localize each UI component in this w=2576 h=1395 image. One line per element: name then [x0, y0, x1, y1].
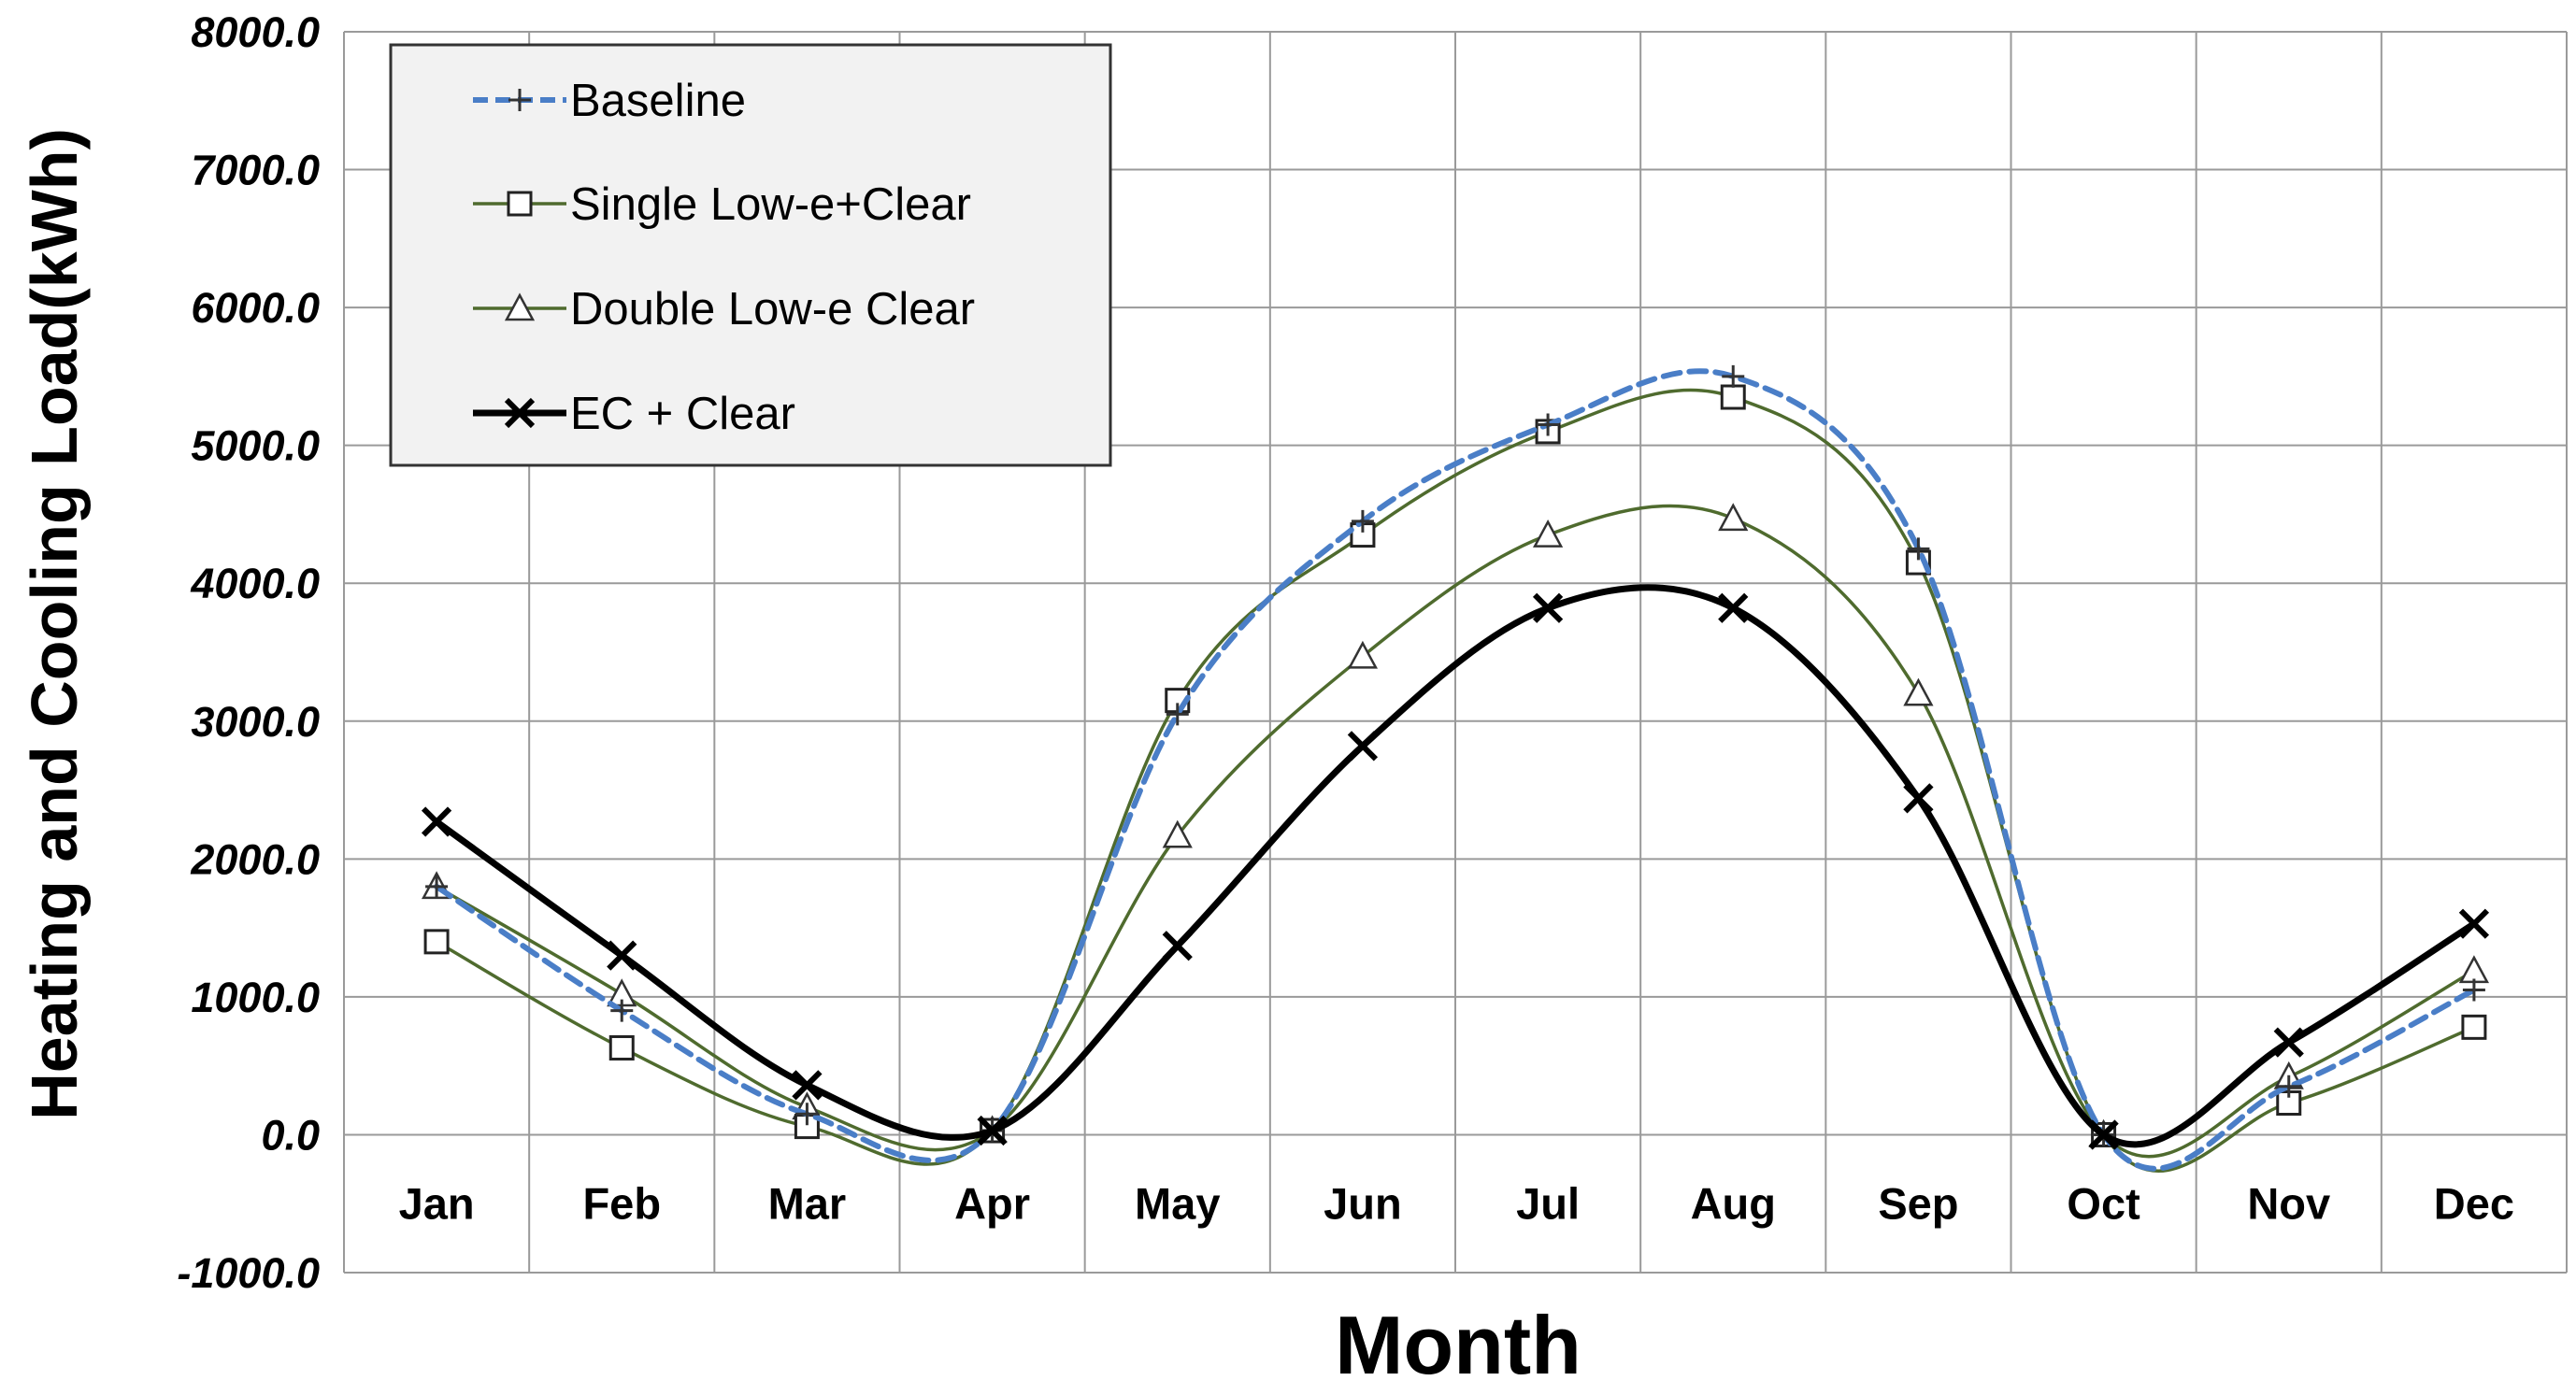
- data-point: [1718, 592, 1749, 623]
- y-tick-label: 1000.0: [191, 974, 320, 1021]
- x-tick-label: Oct: [2067, 1178, 2140, 1228]
- legend-label: Baseline: [570, 76, 746, 126]
- data-point: [1907, 537, 1930, 561]
- x-tick-labels: Jan Feb Mar Apr May Jun Jul Aug Sep Oct Nov Dec: [399, 1178, 2514, 1228]
- data-point: [2461, 1014, 2487, 1040]
- data-point: [1532, 519, 1564, 548]
- data-point: [2458, 908, 2490, 939]
- series-ec-clear: [421, 584, 2490, 1150]
- data-point: [608, 1034, 635, 1060]
- data-point: [1720, 384, 1746, 410]
- x-tick-label: Apr: [954, 1178, 1030, 1228]
- legend-marker: [504, 397, 536, 429]
- data-point: [2462, 978, 2485, 1002]
- x-tick-label: Feb: [582, 1178, 661, 1228]
- data-point: [1162, 819, 1193, 848]
- data-point: [792, 1070, 823, 1101]
- y-tick-label: 6000.0: [191, 284, 320, 332]
- data-point: [2088, 1119, 2119, 1150]
- data-point: [423, 929, 450, 955]
- x-tick-label: Aug: [1691, 1178, 1776, 1228]
- data-point: [2277, 1075, 2300, 1098]
- y-axis-title: Heating and Cooling Load(kWh): [18, 128, 91, 1120]
- data-point: [1718, 503, 1749, 532]
- legend-marker: [507, 191, 533, 217]
- y-tick-label: 3000.0: [191, 698, 320, 746]
- data-point: [2273, 1027, 2304, 1058]
- data-point: [1350, 522, 1376, 548]
- x-tick-label: Nov: [2247, 1178, 2330, 1228]
- data-point: [421, 806, 452, 837]
- legend-box: [389, 43, 1112, 467]
- data-point: [607, 940, 637, 971]
- x-tick-label: Sep: [1878, 1178, 1958, 1228]
- data-point: [1903, 677, 1934, 706]
- x-axis-title: Month: [1335, 1299, 1581, 1390]
- x-tick-label: Jul: [1516, 1178, 1580, 1228]
- data-point: [1347, 731, 1379, 762]
- legend-marker: [504, 292, 536, 321]
- data-point: [1351, 509, 1374, 533]
- legend-label: Double Low-e Clear: [570, 284, 975, 335]
- data-point: [1903, 783, 1934, 814]
- y-tick-label: 0.0: [261, 1111, 320, 1159]
- y-tick-label: 8000.0: [191, 8, 320, 56]
- data-point: [1166, 703, 1189, 726]
- data-point: [610, 999, 634, 1022]
- y-tick-label: 2000.0: [190, 835, 320, 883]
- data-point: [1532, 592, 1564, 623]
- y-tick-labels: -1000.0 0.0 1000.0 2000.0 3000.0 4000.0 5000.0…: [177, 8, 320, 1297]
- data-point: [977, 1115, 1008, 1146]
- legend-label: Single Low-e+Clear: [570, 179, 971, 230]
- x-tick-label: Mar: [768, 1178, 847, 1228]
- data-point: [795, 1103, 819, 1126]
- data-point: [1162, 931, 1193, 961]
- y-tick-label: 4000.0: [190, 560, 320, 607]
- y-tick-label: 5000.0: [191, 422, 320, 470]
- y-tick-label: 7000.0: [191, 147, 320, 194]
- legend-label: EC + Clear: [570, 389, 795, 439]
- x-tick-label: May: [1135, 1178, 1220, 1228]
- data-point: [2458, 955, 2490, 984]
- data-point: [1537, 413, 1560, 436]
- x-tick-label: Jun: [1324, 1178, 1402, 1228]
- x-tick-label: Dec: [2434, 1178, 2514, 1228]
- data-point: [425, 875, 449, 898]
- data-point: [1722, 364, 1745, 388]
- x-tick-label: Jan: [399, 1178, 475, 1228]
- y-tick-label: -1000.0: [177, 1249, 320, 1297]
- legend-marker: [508, 89, 531, 111]
- series-lines: [421, 364, 2490, 1173]
- data-point: [1347, 640, 1379, 669]
- legend: Baseline Single Low-e+Clear Double Low-e C…: [389, 43, 1112, 467]
